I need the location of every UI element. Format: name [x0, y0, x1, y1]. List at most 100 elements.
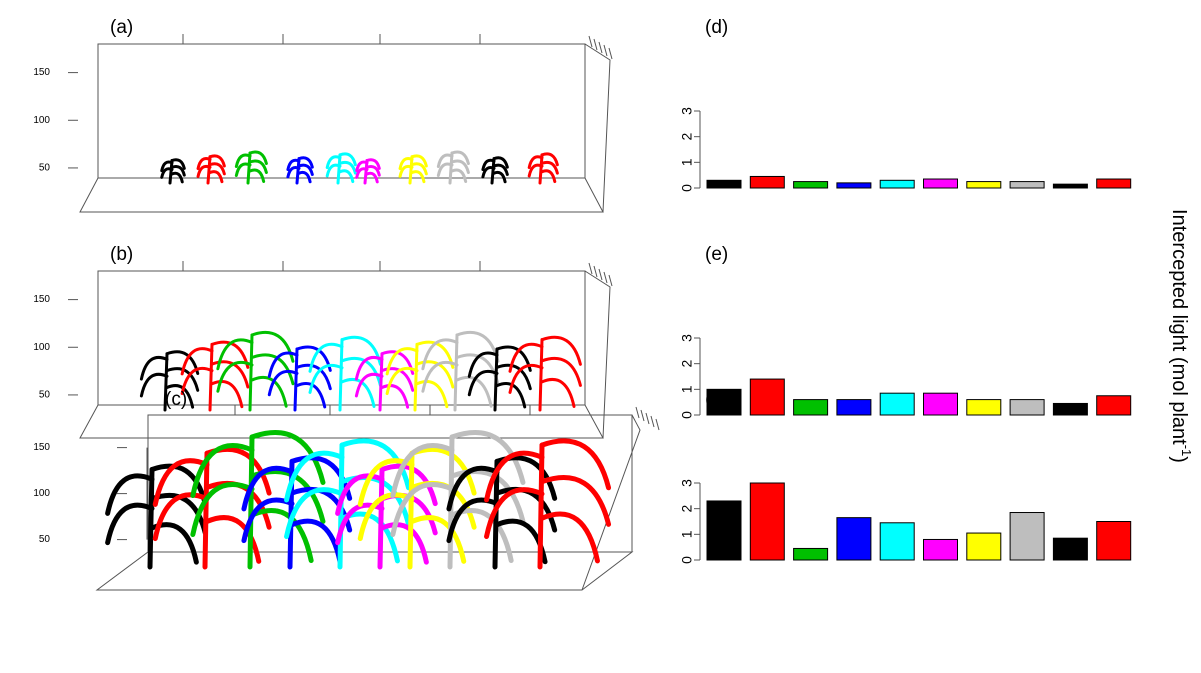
plant-stem	[295, 157, 301, 185]
plant	[398, 154, 428, 185]
bar	[966, 532, 1002, 561]
plant-leaf	[508, 342, 544, 373]
plant-leaf	[105, 473, 155, 516]
chart-title: (f)	[705, 389, 723, 410]
box-edge	[584, 43, 611, 213]
plant-leaf	[170, 164, 186, 177]
plant	[196, 154, 226, 185]
plant-leaf	[421, 338, 459, 371]
side-tick	[608, 47, 613, 60]
plant	[180, 340, 250, 412]
plant-stem	[408, 155, 414, 185]
plant-stem	[537, 442, 545, 570]
plant-leaf	[398, 164, 414, 178]
bar	[706, 388, 742, 416]
plant-leaf	[365, 158, 381, 170]
bar	[706, 500, 742, 561]
bar	[923, 178, 958, 189]
side-tick	[635, 406, 640, 419]
plant-leaf	[355, 160, 369, 173]
plant-leaf	[539, 475, 612, 527]
plant-stem	[206, 155, 212, 185]
y-tick-label: 2	[679, 505, 695, 513]
box-edge	[97, 43, 586, 178]
plant-leaf	[380, 367, 415, 392]
plant-leaf	[540, 160, 559, 175]
plant-leaf	[284, 487, 345, 540]
plant-leaf	[249, 508, 314, 563]
y-tick-label: 3	[679, 479, 695, 487]
plant-leaf	[450, 150, 470, 165]
plant	[267, 345, 332, 412]
plant-stem	[208, 342, 214, 412]
plant-leaf	[234, 162, 252, 177]
plant-leaf	[338, 169, 355, 184]
plant-leaf	[170, 158, 186, 170]
plant-leaf	[234, 153, 252, 168]
plant-leaf	[436, 153, 454, 168]
y-tick-label: 2	[679, 360, 695, 368]
plant-leaf	[180, 347, 214, 376]
plant-leaf	[216, 338, 254, 371]
plant-leaf	[436, 162, 454, 177]
plant-leaf	[105, 502, 155, 546]
plant-leaf	[297, 170, 312, 184]
plant-leaf	[421, 360, 459, 393]
plant-stem	[168, 159, 174, 185]
plant-leaf	[455, 375, 493, 408]
plant-leaf	[540, 169, 557, 184]
side-tick	[588, 35, 593, 48]
plant-leaf	[410, 170, 426, 184]
y-tick-label: 0	[679, 184, 695, 192]
y-label-end: )	[1168, 456, 1190, 463]
plant-leaf	[325, 163, 342, 178]
plant-leaf	[170, 171, 184, 184]
plant	[385, 340, 455, 412]
plant-leaf	[325, 155, 342, 170]
plant-leaf	[540, 356, 582, 387]
y-label-superscript: -1	[1179, 445, 1194, 457]
plant-leaf	[139, 355, 169, 381]
bar	[879, 179, 915, 189]
box-edge	[581, 414, 641, 591]
bar	[706, 179, 742, 189]
plant-leaf	[449, 430, 526, 485]
plant-leaf	[467, 369, 499, 397]
side-tick	[593, 38, 598, 51]
bar	[966, 181, 1002, 189]
bar	[1052, 537, 1088, 561]
plant-leaf	[338, 160, 357, 175]
z-tick-label: 100	[33, 115, 50, 126]
y-tick-label: 1	[679, 158, 695, 166]
plant-leaf	[335, 473, 385, 516]
plant-leaf	[196, 164, 212, 178]
plant	[234, 150, 268, 185]
plant-leaf	[152, 458, 210, 507]
plant-stem	[147, 467, 155, 570]
bar	[1096, 521, 1132, 561]
plant	[286, 156, 314, 185]
plant-leaf	[180, 366, 214, 396]
plant	[325, 152, 357, 185]
z-tick-label: 50	[39, 163, 51, 174]
plant	[508, 335, 582, 412]
plant-leaf	[308, 342, 344, 373]
plant-leaf	[354, 355, 384, 381]
bar	[1009, 181, 1045, 189]
plant-stem	[538, 338, 544, 412]
side-tick	[640, 409, 645, 422]
plant-leaf	[527, 155, 544, 170]
plant-leaf	[495, 363, 532, 391]
plant-leaf	[286, 166, 301, 179]
plant-leaf	[398, 156, 414, 171]
plant-leaf	[365, 164, 381, 177]
bar	[1096, 395, 1132, 416]
plant-leaf	[494, 486, 558, 533]
plant-leaf	[385, 366, 419, 396]
plant-leaf	[339, 511, 400, 564]
plant-leaf	[415, 380, 449, 409]
plant-leaf	[210, 380, 244, 409]
plant-leaf	[540, 335, 582, 366]
plant-stem	[202, 450, 210, 570]
plant-leaf	[492, 156, 509, 169]
